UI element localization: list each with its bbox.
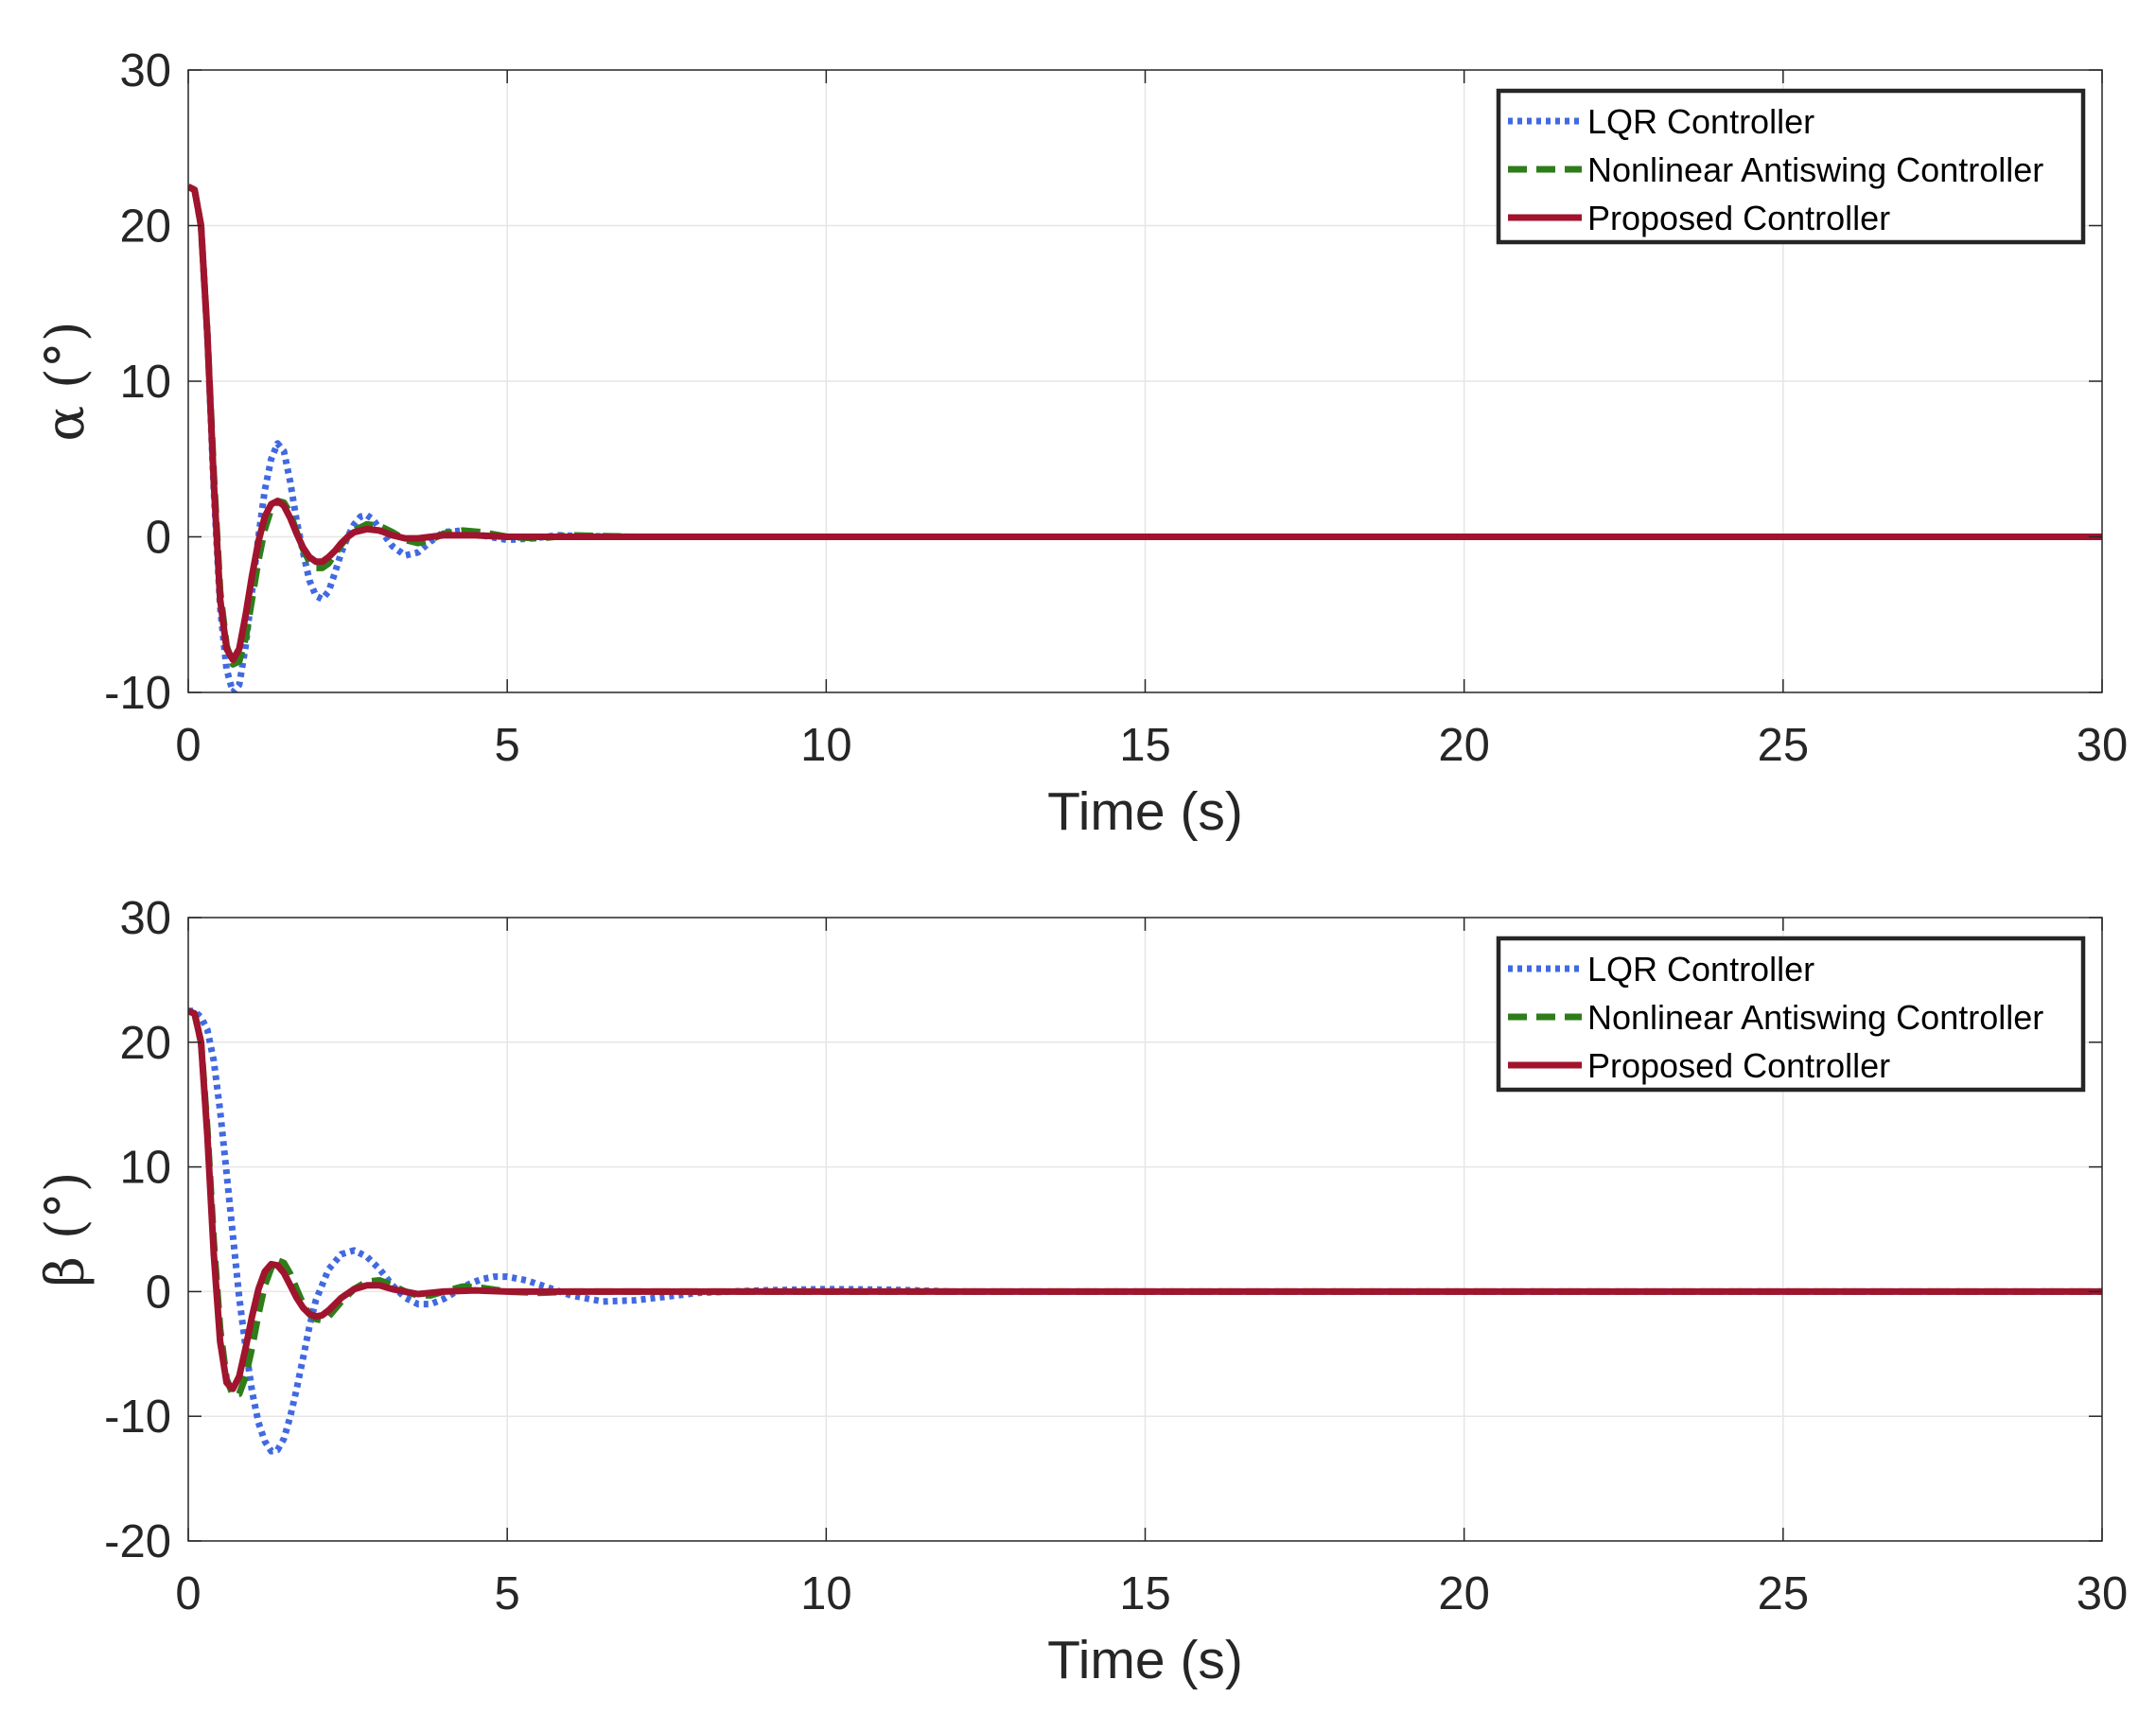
chart-2-legend: LQR Controller Nonlinear Antiswing Contro… <box>1496 936 2086 1093</box>
chart-1-legend-label-3: Proposed Controller <box>1587 199 1890 237</box>
chart-2-y-tick-label-0: -20 <box>104 1516 171 1567</box>
chart-1-x-tick-label-4: 20 <box>1438 720 1490 771</box>
chart-1-y-tick-label-1: 0 <box>146 513 171 564</box>
chart-2-y-tick-label-2: 0 <box>146 1267 171 1318</box>
chart-1-x-tick-label-2: 10 <box>800 720 852 771</box>
chart-2-y-tick-label-3: 10 <box>119 1143 171 1194</box>
chart-2-legend-box <box>1496 936 2086 1093</box>
chart-1-y-tick-label-3: 20 <box>119 201 171 253</box>
chart-2-series-3-line <box>188 1007 2102 1392</box>
chart-1-series-group <box>188 184 2102 692</box>
chart-2-y-tick-label-1: -10 <box>104 1391 171 1443</box>
chart-2-x-axis-label: Time (s) <box>1047 1630 1243 1690</box>
chart-2-y-tick-label-5: 30 <box>119 893 171 944</box>
chart-1-series-3-line <box>188 184 2102 663</box>
chart-1-legend-label-2: Nonlinear Antiswing Controller <box>1587 150 2043 189</box>
chart-1-y-tick-label-0: -10 <box>104 668 171 719</box>
chart-2-x-tick-label-4: 20 <box>1438 1568 1490 1619</box>
chart-1-x-tick-label-3: 15 <box>1119 720 1171 771</box>
chart-2-series-group <box>188 1007 2102 1455</box>
chart-2-legend-label-3: Proposed Controller <box>1587 1046 1890 1085</box>
chart-1-x-tick-label-1: 5 <box>495 720 520 771</box>
chart-1-legend-label-1: LQR Controller <box>1587 102 1814 141</box>
chart-2-legend-label-1: LQR Controller <box>1587 950 1814 989</box>
chart-1-y-tick-label-4: 30 <box>119 45 171 96</box>
chart-2-x-tick-label-1: 5 <box>495 1568 520 1619</box>
chart-2-x-tick-label-2: 10 <box>800 1568 852 1619</box>
chart-2-x-tick-label-3: 15 <box>1119 1568 1171 1619</box>
chart-2: 0 5 10 15 20 25 30 -20 -10 0 10 20 30 Time (s) β (°) LQ… <box>35 893 2128 1690</box>
chart-1-legend: LQR Controller Nonlinear Antiswing Contro… <box>1496 88 2086 245</box>
chart-1-y-axis-label: α (°) <box>35 321 96 441</box>
chart-2-x-tick-label-5: 25 <box>1758 1568 1810 1619</box>
chart-2-y-axis-label: β (°) <box>35 1172 96 1287</box>
chart-1-y-tick-label-2: 10 <box>119 357 171 408</box>
chart-1-legend-box <box>1496 88 2086 245</box>
chart-1-x-tick-label-6: 30 <box>2077 720 2129 771</box>
chart-2-x-tick-label-0: 0 <box>175 1568 201 1619</box>
chart-1-x-tick-label-5: 25 <box>1758 720 1810 771</box>
chart-1-x-tick-label-0: 0 <box>175 720 201 771</box>
chart-1-x-axis-label: Time (s) <box>1047 781 1243 842</box>
chart-2-x-tick-label-6: 30 <box>2077 1568 2129 1619</box>
chart-2-legend-label-2: Nonlinear Antiswing Controller <box>1587 998 2043 1037</box>
chart-2-y-tick-label-4: 20 <box>119 1018 171 1069</box>
